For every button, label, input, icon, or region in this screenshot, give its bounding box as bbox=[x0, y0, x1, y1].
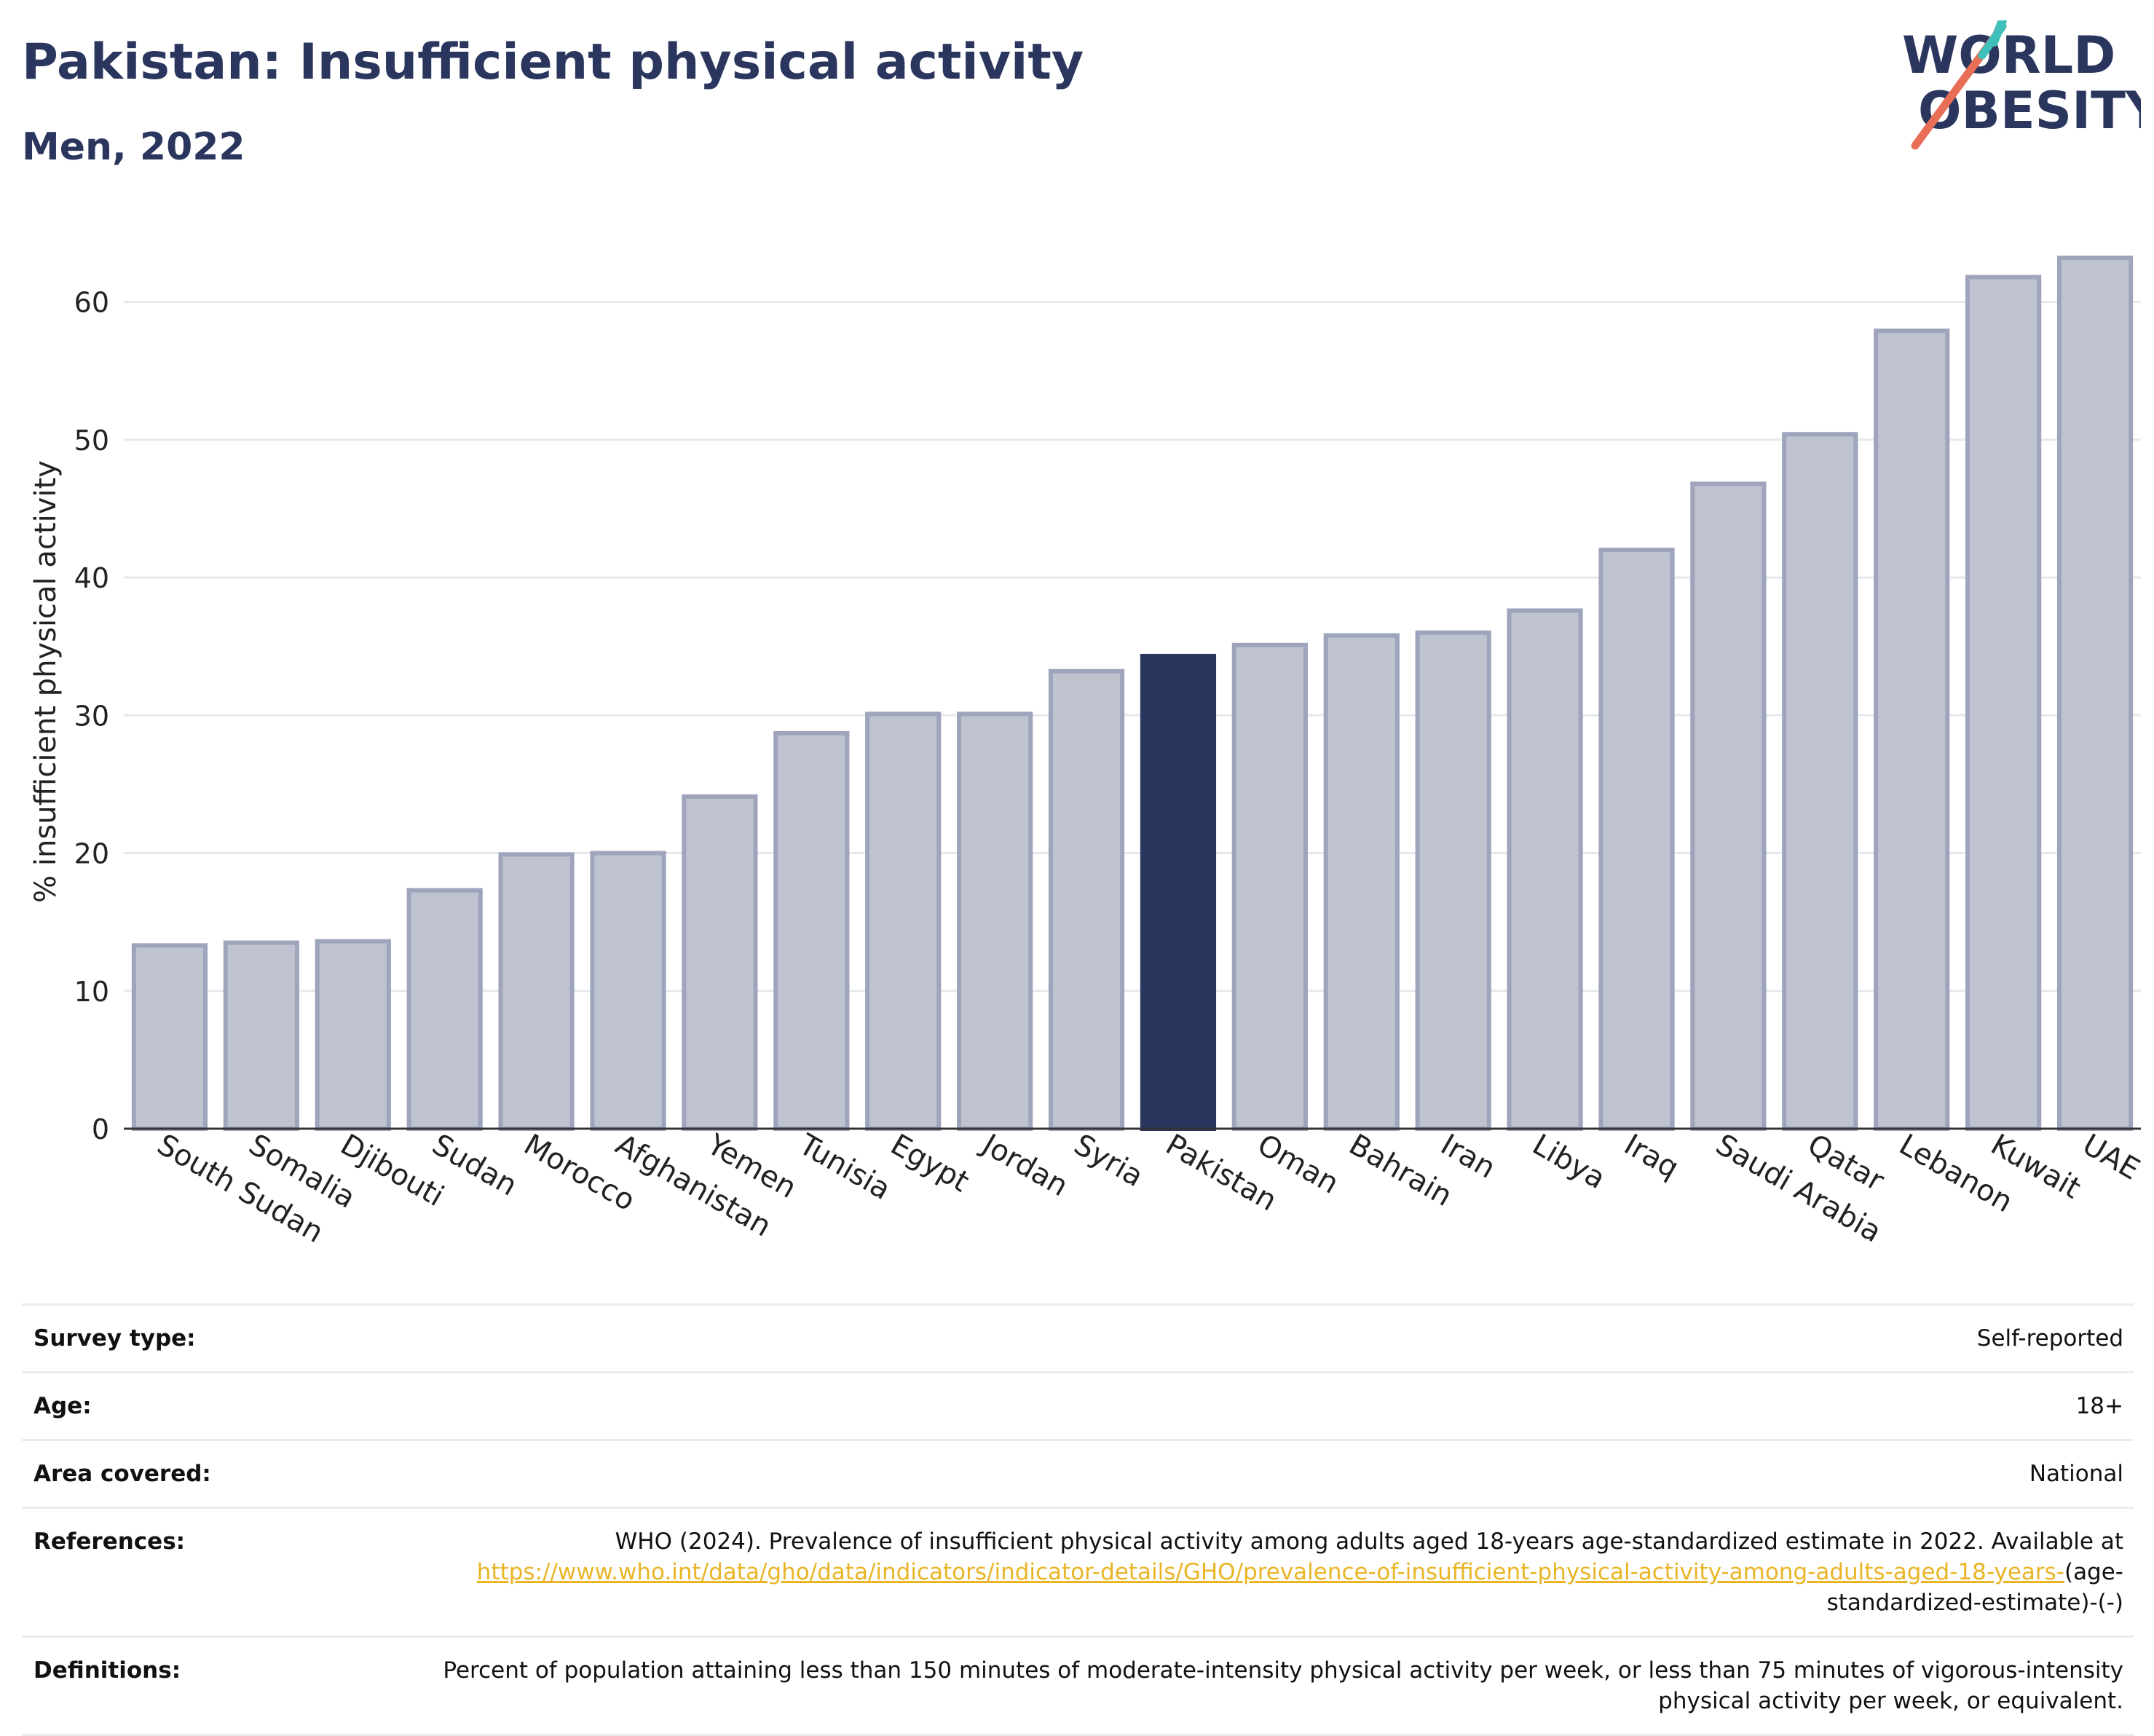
meta-value-text: WHO (2024). Prevalence of insufficient p… bbox=[615, 1528, 2123, 1555]
bar-south-sudan bbox=[131, 943, 208, 1131]
bar-morocco bbox=[498, 852, 575, 1132]
meta-value: Self-reported bbox=[393, 1303, 2134, 1373]
meta-key: References: bbox=[22, 1507, 393, 1637]
meta-key: Survey type: bbox=[22, 1303, 393, 1373]
meta-row: Age: 18+ bbox=[22, 1371, 2134, 1440]
bar-oman bbox=[1231, 642, 1308, 1131]
bar-saudi-arabia bbox=[1690, 481, 1767, 1131]
logo-line1: WORLD bbox=[1902, 25, 2115, 85]
y-tick-label: 0 bbox=[92, 1113, 109, 1145]
y-tick-label: 60 bbox=[74, 287, 109, 319]
bar-chart: 0 10 20 30 40 50 60 South SudanSomaliaDjibouti… bbox=[29, 256, 2145, 1250]
bar-iran bbox=[1415, 630, 1491, 1131]
x-tick-label: Iraq bbox=[1619, 1128, 1685, 1185]
world-obesity-logo: WORLD OBESITY bbox=[1902, 20, 2141, 150]
meta-row: Survey type: Self-reported bbox=[22, 1303, 2134, 1373]
meta-key: Area covered: bbox=[22, 1439, 393, 1508]
bar-uae bbox=[2056, 256, 2134, 1132]
meta-row: Area covered: National bbox=[22, 1439, 2134, 1508]
bars bbox=[131, 256, 2134, 1132]
meta-row: Definitions: Percent of population attain… bbox=[22, 1636, 2134, 1736]
bar-yemen bbox=[682, 794, 758, 1131]
x-tick-label: Jordan bbox=[975, 1127, 1074, 1203]
x-tick-label: UAE bbox=[2077, 1128, 2145, 1187]
bar-kuwait bbox=[1965, 275, 2042, 1132]
x-tick-label: Syria bbox=[1068, 1128, 1149, 1194]
y-tick-label: 10 bbox=[74, 976, 109, 1008]
meta-value: WHO (2024). Prevalence of insufficient p… bbox=[393, 1507, 2134, 1637]
bar-afghanistan bbox=[590, 851, 666, 1131]
bar-libya bbox=[1507, 608, 1583, 1131]
bar-egypt bbox=[865, 711, 942, 1131]
y-tick-label: 50 bbox=[74, 425, 109, 457]
x-tick-label: Egypt bbox=[885, 1128, 974, 1199]
logo-slash-accent bbox=[1978, 22, 2007, 60]
y-tick-label: 20 bbox=[74, 838, 109, 870]
bar-bahrain bbox=[1323, 633, 1400, 1131]
meta-value-text: Self-reported bbox=[1976, 1325, 2123, 1352]
bar-djibouti bbox=[315, 939, 391, 1132]
bar-syria bbox=[1048, 668, 1125, 1131]
bar-jordan bbox=[957, 711, 1033, 1131]
metadata-table: Survey type: Self-reported Age: 18+ Area cov… bbox=[22, 1303, 2134, 1736]
x-axis-ticks: South SudanSomaliaDjiboutiSudanMoroccoAf… bbox=[151, 1127, 2145, 1250]
meta-value: Percent of population attaining less tha… bbox=[393, 1636, 2134, 1736]
meta-value-text: Percent of population attaining less tha… bbox=[443, 1657, 2123, 1714]
meta-key: Definitions: bbox=[22, 1636, 393, 1736]
meta-value: 18+ bbox=[393, 1371, 2134, 1440]
bar-qatar bbox=[1782, 432, 1858, 1131]
reference-suffix: (age-standardized-estimate)-(-) bbox=[1826, 1559, 2123, 1616]
x-tick-label: Libya bbox=[1527, 1128, 1611, 1196]
bar-lebanon bbox=[1874, 328, 1950, 1131]
y-axis-label: % insufficient physical activity bbox=[29, 460, 63, 903]
meta-key: Age: bbox=[22, 1371, 393, 1440]
y-tick-label: 30 bbox=[74, 700, 109, 732]
chart-title: Pakistan: Insufficient physical activity bbox=[22, 33, 1084, 91]
bar-iraq bbox=[1598, 548, 1675, 1131]
reference-link[interactable]: https://www.who.int/data/gho/data/indica… bbox=[476, 1559, 2064, 1585]
x-tick-label: Bahrain bbox=[1344, 1128, 1458, 1213]
x-tick-label: Tunisia bbox=[792, 1127, 896, 1207]
bar-pakistan bbox=[1140, 653, 1217, 1131]
y-tick-label: 40 bbox=[74, 562, 109, 594]
meta-value-text: 18+ bbox=[2075, 1393, 2123, 1419]
meta-value: National bbox=[393, 1439, 2134, 1508]
meta-value-text: National bbox=[2029, 1461, 2123, 1487]
bar-somalia bbox=[223, 940, 299, 1131]
meta-row: References: WHO (2024). Prevalence of ins… bbox=[22, 1507, 2134, 1637]
bar-sudan bbox=[406, 888, 483, 1132]
bar-tunisia bbox=[773, 730, 850, 1131]
chart-subtitle: Men, 2022 bbox=[22, 125, 245, 169]
y-axis-ticks: 0 10 20 30 40 50 60 bbox=[74, 287, 109, 1145]
